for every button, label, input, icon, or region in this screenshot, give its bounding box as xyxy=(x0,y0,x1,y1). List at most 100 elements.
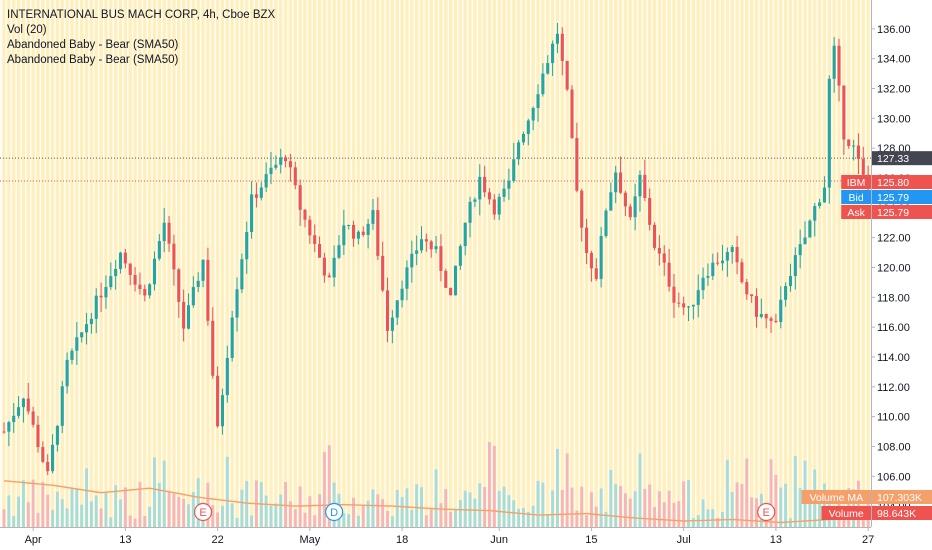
volume-bar xyxy=(36,512,40,527)
candles[interactable] xyxy=(2,22,870,476)
volume-bar xyxy=(143,515,147,527)
candle xyxy=(536,84,540,122)
candle xyxy=(206,247,210,326)
candle-body xyxy=(754,296,759,317)
candle xyxy=(245,221,249,274)
candle xyxy=(308,215,312,244)
highlight-stripe xyxy=(512,0,516,527)
candle-body xyxy=(682,303,686,308)
candle-body xyxy=(46,461,50,472)
candle xyxy=(109,262,113,290)
candle-body xyxy=(332,257,336,278)
candle-body xyxy=(12,415,16,423)
candle xyxy=(250,181,254,239)
highlight-stripe xyxy=(623,0,628,527)
candle-body xyxy=(269,167,273,175)
candle-body xyxy=(104,287,108,298)
time-axis[interactable]: Apr 13 22 May 18 Jun 15 Jul 13 27 xyxy=(0,527,932,550)
candle xyxy=(803,221,807,245)
candle xyxy=(381,241,385,293)
highlight-stripe xyxy=(473,0,477,527)
volume-bar xyxy=(483,487,487,527)
highlight-stripe xyxy=(36,0,40,527)
candle xyxy=(847,139,851,149)
volume-bar xyxy=(284,482,288,527)
candle xyxy=(36,415,40,453)
volume-bar xyxy=(424,515,428,527)
candle-body xyxy=(507,180,511,189)
candle xyxy=(478,164,482,216)
highlight-stripe xyxy=(609,0,613,527)
volume-bar xyxy=(657,491,661,527)
volume-bar xyxy=(119,499,122,527)
candle xyxy=(444,268,448,289)
volume-bar xyxy=(555,448,559,527)
candle xyxy=(754,288,759,328)
candle xyxy=(541,63,545,97)
candle xyxy=(94,288,98,334)
highlight-stripe xyxy=(749,0,754,527)
candle-body xyxy=(128,263,132,275)
candle-body xyxy=(293,167,297,186)
volume-bar xyxy=(221,505,224,527)
volume-ma-tag-label-box xyxy=(801,490,871,504)
highlight-stripe xyxy=(371,0,375,527)
candle-body xyxy=(444,270,448,288)
ask-tag-value-box xyxy=(872,204,932,219)
candle-body xyxy=(206,259,210,321)
ask-tag-value: 125.79 xyxy=(877,207,909,219)
volume-bar xyxy=(390,516,394,527)
candle-body xyxy=(313,235,317,244)
volume-bar xyxy=(565,453,569,527)
candle-body xyxy=(827,78,831,188)
price-axis[interactable]: 104.00106.00108.00110.00112.00114.00116.… xyxy=(871,0,932,550)
highlight-stripe xyxy=(774,0,778,527)
volume-bar xyxy=(497,490,501,527)
highlight-stripe xyxy=(366,0,370,527)
candle-body xyxy=(36,424,40,448)
candle xyxy=(769,316,773,333)
candle-body xyxy=(716,262,720,264)
candle xyxy=(12,402,16,433)
volume-bar xyxy=(104,492,108,527)
highlight-stripe xyxy=(288,0,293,527)
earnings-marker: E xyxy=(757,502,776,522)
candle-body xyxy=(41,447,45,462)
highlight-stripe xyxy=(327,0,331,527)
candle-body xyxy=(342,225,346,246)
candle-body xyxy=(347,224,351,226)
volume-bar xyxy=(264,495,268,527)
candle-body xyxy=(410,253,414,268)
candle xyxy=(303,208,307,228)
volume-bar xyxy=(279,494,283,527)
volume-bar xyxy=(458,500,462,527)
volume-bar xyxy=(225,456,229,527)
volume-bar xyxy=(687,480,690,527)
volume-bar xyxy=(31,479,35,527)
candle-body xyxy=(245,231,249,260)
candle xyxy=(429,239,433,258)
volume-bar xyxy=(798,488,802,527)
highlight-stripe xyxy=(444,0,448,527)
volume-bar xyxy=(667,490,671,527)
candle-body xyxy=(26,398,30,412)
highlight-stripe xyxy=(536,0,540,527)
candle-body xyxy=(449,287,453,296)
candle xyxy=(706,263,710,286)
candle-body xyxy=(618,172,623,193)
highlight-stripe xyxy=(31,0,35,527)
candle-body xyxy=(80,332,84,338)
price-tick-label: 122.00 xyxy=(877,233,911,245)
candle-body xyxy=(356,231,360,239)
volume-bar xyxy=(429,509,433,527)
last-close-tag-value: 127.33 xyxy=(877,153,909,165)
candle xyxy=(65,352,69,394)
volume-bar xyxy=(400,497,404,527)
candle xyxy=(347,224,351,230)
highlight-stripe xyxy=(628,0,632,527)
highlight-stripe xyxy=(448,0,453,527)
volume-ma-path xyxy=(3,480,869,524)
volume-bar xyxy=(808,495,812,527)
